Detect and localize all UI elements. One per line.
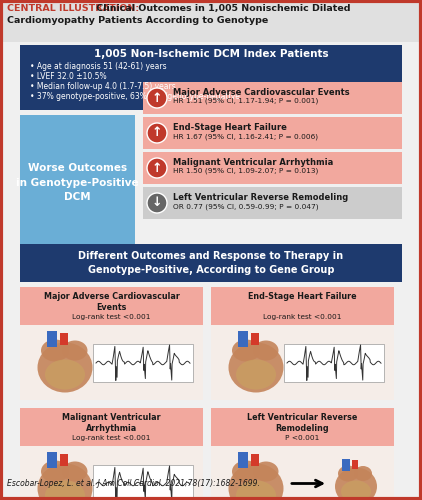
Ellipse shape — [41, 340, 69, 361]
Text: ↓: ↓ — [152, 196, 162, 209]
Ellipse shape — [338, 466, 358, 481]
FancyBboxPatch shape — [93, 465, 193, 500]
Ellipse shape — [228, 342, 284, 392]
FancyBboxPatch shape — [20, 325, 203, 400]
FancyBboxPatch shape — [60, 332, 68, 344]
Ellipse shape — [45, 480, 85, 500]
Text: Major Adverse Cardiovascular Events: Major Adverse Cardiovascular Events — [173, 88, 349, 97]
Text: Log-rank test <0.001: Log-rank test <0.001 — [263, 314, 342, 320]
FancyBboxPatch shape — [20, 408, 203, 446]
FancyBboxPatch shape — [20, 287, 203, 325]
FancyBboxPatch shape — [211, 287, 394, 325]
FancyBboxPatch shape — [211, 446, 394, 500]
Ellipse shape — [354, 466, 372, 481]
Text: ↑: ↑ — [152, 92, 162, 104]
Ellipse shape — [38, 342, 92, 392]
FancyBboxPatch shape — [47, 452, 57, 468]
Text: Clinical Outcomes in 1,005 Nonischemic Dilated: Clinical Outcomes in 1,005 Nonischemic D… — [93, 4, 350, 13]
Text: Cardiomyopathy Patients According to Genotype: Cardiomyopathy Patients According to Gen… — [7, 16, 268, 25]
Text: Left Ventricular Reverse Remodeling: Left Ventricular Reverse Remodeling — [173, 193, 348, 202]
FancyBboxPatch shape — [251, 332, 259, 344]
Ellipse shape — [335, 468, 377, 500]
Text: Different Outcomes and Response to Therapy in
Genotype-Positive, According to Ge: Different Outcomes and Response to Thera… — [78, 251, 344, 275]
Text: Escobar-Lopez, L. et al. J Am Coll Cardiol. 2021;78(17):1682-1699.: Escobar-Lopez, L. et al. J Am Coll Cardi… — [7, 479, 260, 488]
Ellipse shape — [232, 460, 260, 482]
Text: Malignant Ventricular
Arrhythmia: Malignant Ventricular Arrhythmia — [62, 413, 161, 433]
Text: Major Adverse Cardiovascular
Events: Major Adverse Cardiovascular Events — [43, 292, 179, 312]
Text: • Age at diagnosis 51 (42-61) years: • Age at diagnosis 51 (42-61) years — [30, 62, 167, 71]
Circle shape — [147, 193, 167, 213]
Text: Left Ventricular Reverse
Remodeling: Left Ventricular Reverse Remodeling — [247, 413, 358, 433]
FancyBboxPatch shape — [20, 244, 402, 282]
Ellipse shape — [38, 464, 92, 500]
FancyBboxPatch shape — [47, 330, 57, 346]
Text: • LVEF 32.0 ±10.5%: • LVEF 32.0 ±10.5% — [30, 72, 107, 81]
FancyBboxPatch shape — [20, 45, 402, 110]
FancyBboxPatch shape — [251, 454, 259, 466]
FancyBboxPatch shape — [284, 344, 384, 382]
Circle shape — [147, 123, 167, 143]
FancyBboxPatch shape — [93, 344, 193, 382]
Ellipse shape — [341, 480, 371, 500]
FancyBboxPatch shape — [143, 187, 402, 219]
FancyBboxPatch shape — [211, 325, 394, 400]
Text: End-Stage Heart Failure: End-Stage Heart Failure — [173, 123, 287, 132]
FancyBboxPatch shape — [20, 115, 135, 250]
Text: CENTRAL ILLUSTRATION:: CENTRAL ILLUSTRATION: — [7, 4, 139, 13]
Circle shape — [147, 88, 167, 108]
FancyBboxPatch shape — [143, 82, 402, 114]
Text: End-Stage Heart Failure: End-Stage Heart Failure — [248, 292, 357, 301]
Ellipse shape — [254, 340, 279, 360]
Text: Worse Outcomes
in Genotype-Positive
DCM: Worse Outcomes in Genotype-Positive DCM — [16, 162, 139, 202]
Ellipse shape — [254, 462, 279, 481]
Ellipse shape — [62, 340, 87, 360]
Ellipse shape — [228, 464, 284, 500]
FancyBboxPatch shape — [352, 460, 358, 468]
Text: 1,005 Non-Ischemic DCM Index Patients: 1,005 Non-Ischemic DCM Index Patients — [94, 49, 328, 59]
Circle shape — [147, 158, 167, 178]
Text: HR 1.50 (95% CI, 1.09-2.07; P = 0.013): HR 1.50 (95% CI, 1.09-2.07; P = 0.013) — [173, 168, 318, 174]
Text: ↑: ↑ — [152, 126, 162, 140]
FancyBboxPatch shape — [143, 152, 402, 184]
Ellipse shape — [45, 360, 85, 390]
Text: Log-rank test <0.001: Log-rank test <0.001 — [72, 314, 151, 320]
Ellipse shape — [41, 460, 69, 482]
FancyBboxPatch shape — [143, 117, 402, 149]
Ellipse shape — [236, 480, 276, 500]
Text: HR 1.67 (95% CI, 1.16-2.41; P = 0.006): HR 1.67 (95% CI, 1.16-2.41; P = 0.006) — [173, 133, 318, 140]
Ellipse shape — [232, 340, 260, 361]
FancyBboxPatch shape — [3, 0, 419, 42]
FancyBboxPatch shape — [238, 330, 248, 346]
Text: ↑: ↑ — [152, 162, 162, 174]
FancyBboxPatch shape — [211, 408, 394, 446]
Text: P <0.001: P <0.001 — [285, 435, 320, 441]
Text: Log-rank test <0.001: Log-rank test <0.001 — [72, 435, 151, 441]
Text: Malignant Ventricular Arrhythmia: Malignant Ventricular Arrhythmia — [173, 158, 333, 167]
Text: • 37% genotype-positive, 63% VUS/genotype-negative: • 37% genotype-positive, 63% VUS/genotyp… — [30, 92, 240, 101]
Ellipse shape — [62, 462, 87, 481]
FancyBboxPatch shape — [238, 452, 248, 468]
Text: HR 1.51 (95% CI, 1.17-1.94; P = 0.001): HR 1.51 (95% CI, 1.17-1.94; P = 0.001) — [173, 98, 318, 104]
FancyBboxPatch shape — [60, 454, 68, 466]
FancyBboxPatch shape — [20, 446, 203, 500]
Text: OR 0.77 (95% CI, 0.59-0.99; P = 0.047): OR 0.77 (95% CI, 0.59-0.99; P = 0.047) — [173, 203, 319, 209]
FancyBboxPatch shape — [342, 458, 350, 470]
Text: • Median follow-up 4.0 (1.7-7.5) years: • Median follow-up 4.0 (1.7-7.5) years — [30, 82, 176, 91]
Ellipse shape — [236, 360, 276, 390]
